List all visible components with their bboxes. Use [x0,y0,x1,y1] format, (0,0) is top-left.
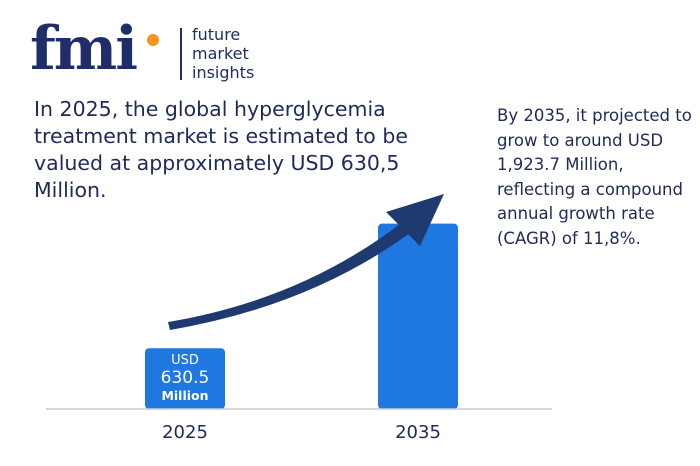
bar-2025 [145,348,225,409]
bar-label-value: 630.5 [160,368,210,389]
fmi-logo: fmi future market insights [30,14,254,84]
logo-word-future: future [192,25,241,44]
x-tick-2025: 2025 [162,422,208,443]
bar-label-unit: Million [161,387,209,403]
headline-text: In 2025, the global hyperglycemia treatm… [34,97,408,202]
logo-mark: fmi [30,14,138,84]
logo-word-market: market [192,44,249,63]
bar-2035 [378,223,458,409]
logo-divider [180,28,182,80]
logo-wordmark: future market insights [192,25,254,82]
logo-dot [147,34,159,46]
side-note-text: By 2035, it projected to grow to around … [497,106,692,248]
x-tick-2035: 2035 [395,422,441,443]
logo-word-insights: insights [192,63,255,82]
bar-label-currency: USD [171,353,199,369]
bar-label-2025: USD 630.5 Million [145,353,225,403]
growth-arrow-icon [168,194,444,330]
